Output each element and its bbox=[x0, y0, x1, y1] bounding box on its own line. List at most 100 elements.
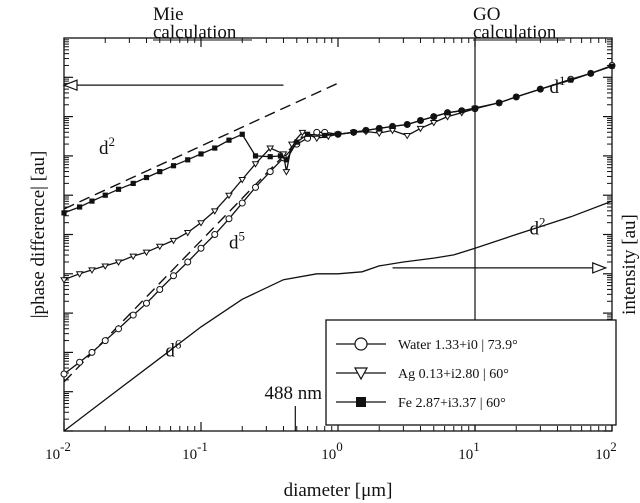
water-point bbox=[101, 337, 109, 345]
water-point bbox=[76, 358, 84, 366]
slope-label: d6 bbox=[165, 336, 182, 361]
water-point bbox=[170, 272, 178, 280]
fe-point bbox=[143, 174, 150, 181]
slope-label: d5 bbox=[229, 228, 245, 253]
fe-point bbox=[77, 204, 83, 210]
fe-point bbox=[588, 70, 594, 76]
marker-488-label: 488 nm bbox=[265, 383, 323, 404]
fe-point bbox=[363, 127, 369, 133]
legend-entry-label: Fe 2.87+i3.37 | 60° bbox=[398, 396, 506, 411]
arrow-right-axis-head bbox=[592, 262, 608, 274]
ag-point bbox=[101, 263, 110, 270]
ag-point bbox=[251, 161, 260, 168]
slope-label: d2 bbox=[530, 215, 546, 240]
fe-point bbox=[170, 163, 177, 169]
x-tick-label: 102 bbox=[595, 439, 617, 463]
series-line bbox=[63, 65, 613, 214]
water-point bbox=[184, 258, 192, 266]
fe-point bbox=[212, 145, 218, 151]
fe-point bbox=[185, 157, 191, 163]
ag-point bbox=[287, 141, 296, 149]
water-point bbox=[211, 231, 219, 238]
water-point bbox=[252, 183, 260, 191]
arrow-left-axis-head bbox=[62, 79, 78, 92]
fe-point bbox=[389, 123, 396, 130]
legend-square-marker bbox=[356, 397, 366, 407]
legend: Water 1.33+i0 | 73.9° Ag 0.13+i2.80 | 60°… bbox=[325, 319, 617, 426]
series-line bbox=[63, 108, 476, 281]
go-label-line1: GO bbox=[473, 4, 500, 25]
series-layer bbox=[60, 62, 616, 432]
fe-point bbox=[404, 121, 410, 128]
ag-point bbox=[88, 267, 96, 274]
water-point bbox=[60, 370, 68, 378]
y-axis-label-right: intensity [au] bbox=[619, 214, 640, 315]
water-point bbox=[129, 311, 137, 319]
x-tick-label: 101 bbox=[458, 439, 480, 463]
ag-point bbox=[282, 169, 291, 176]
fe-point bbox=[226, 137, 232, 143]
x-tick-label: 10-2 bbox=[45, 439, 71, 463]
series-line bbox=[63, 200, 613, 432]
legend-entry-label: Ag 0.13+i2.80 | 60° bbox=[398, 367, 509, 382]
annotations: 488 nm d2 d5 d6 d1 d2 bbox=[62, 73, 608, 431]
legend-entry-label: Water 1.33+i0 | 73.9° bbox=[398, 338, 518, 353]
fe-point bbox=[198, 151, 204, 157]
slope-label: d1 bbox=[550, 73, 566, 98]
mie-label-line1: Mie bbox=[153, 4, 184, 25]
water-point bbox=[142, 299, 150, 307]
fe-point bbox=[417, 117, 424, 124]
water-point bbox=[238, 199, 246, 207]
fe-point bbox=[513, 94, 519, 100]
fe-point bbox=[609, 63, 615, 69]
fe-point bbox=[568, 77, 574, 83]
water-point bbox=[88, 348, 96, 356]
water-point bbox=[156, 286, 164, 294]
fe-point bbox=[61, 210, 67, 216]
fe-point bbox=[335, 131, 341, 137]
fe-point bbox=[472, 105, 478, 111]
ag-point bbox=[298, 129, 307, 137]
ag-point bbox=[114, 259, 123, 266]
ag-point bbox=[312, 135, 321, 143]
fe-point bbox=[376, 125, 382, 131]
fe-point bbox=[444, 110, 451, 116]
ag-point bbox=[197, 220, 205, 227]
fe-point bbox=[322, 132, 328, 139]
ag-point bbox=[238, 176, 247, 184]
fe-point bbox=[102, 192, 108, 198]
x-tick-label: 10-1 bbox=[182, 439, 208, 463]
fe-point bbox=[283, 157, 289, 163]
legend-circle-marker bbox=[354, 337, 368, 351]
ag-point bbox=[416, 125, 425, 133]
ag-point bbox=[155, 243, 164, 251]
fe-point bbox=[496, 100, 502, 106]
x-tick-label: 100 bbox=[321, 439, 343, 463]
ag-point bbox=[210, 208, 219, 215]
fe-point bbox=[351, 129, 357, 135]
ag-point bbox=[183, 230, 192, 237]
ag-point bbox=[266, 145, 275, 153]
water-point bbox=[266, 168, 274, 176]
ag-point bbox=[403, 132, 412, 140]
fe-point bbox=[115, 186, 122, 192]
ag-point bbox=[225, 192, 233, 200]
ag-point bbox=[129, 253, 138, 261]
ag-point bbox=[429, 119, 438, 127]
water-point bbox=[197, 244, 205, 252]
ag-point bbox=[142, 249, 151, 257]
slope-label: d2 bbox=[99, 134, 115, 159]
ag-point bbox=[375, 130, 384, 138]
fe-point bbox=[459, 108, 465, 114]
fe-point bbox=[277, 153, 284, 159]
guide-lines bbox=[63, 82, 339, 383]
fe-point bbox=[252, 153, 259, 159]
ag-point bbox=[169, 237, 178, 245]
axis-ticks: 10-2 10-1 100 101 102 bbox=[45, 38, 617, 463]
fe-point bbox=[130, 180, 136, 187]
fe-point bbox=[431, 114, 437, 120]
fe-point bbox=[89, 198, 95, 204]
ag-point bbox=[75, 271, 84, 278]
fe-point bbox=[157, 169, 163, 175]
